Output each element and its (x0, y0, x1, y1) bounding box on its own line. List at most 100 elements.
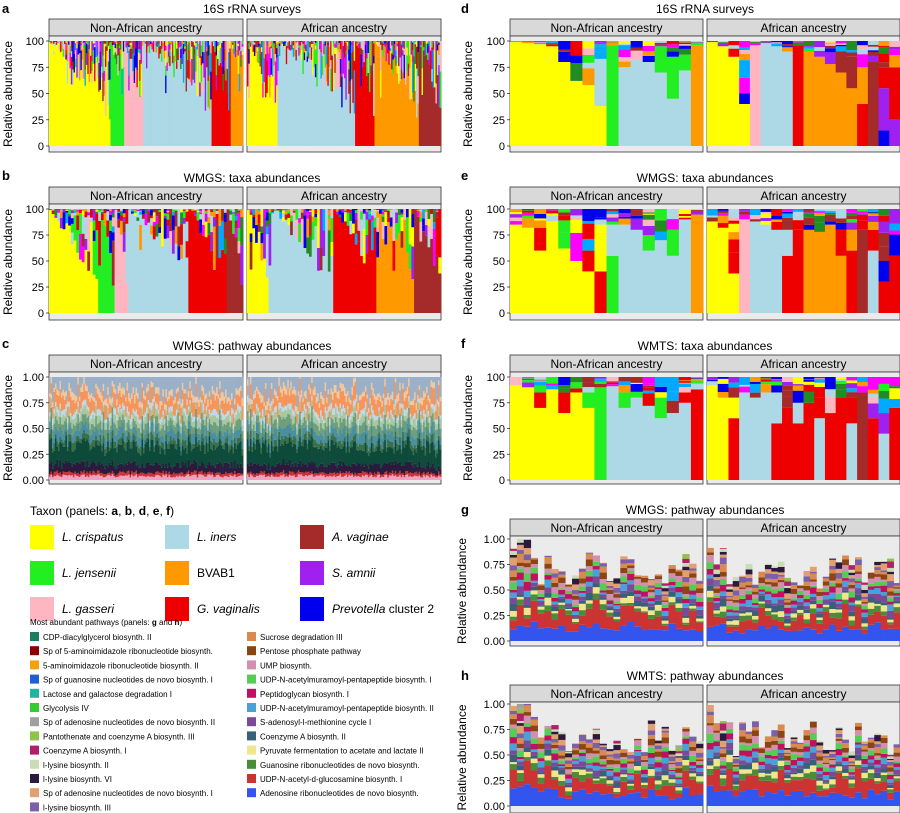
area-slice (287, 437, 290, 443)
bar-segment (70, 210, 74, 214)
area-slice (99, 420, 102, 429)
bar-segment (207, 55, 210, 62)
area-slice (95, 400, 98, 406)
area-slice (57, 416, 60, 424)
area-slice (406, 470, 409, 475)
bar-segment (349, 41, 352, 81)
area-slice (96, 474, 99, 480)
bar-segment (425, 55, 428, 146)
bar-segment (193, 41, 196, 46)
bar-segment (431, 69, 434, 82)
bar-segment (191, 209, 195, 211)
bar-segment (321, 56, 324, 75)
area-slice (275, 418, 278, 428)
area-slice (143, 420, 145, 430)
bar-segment (147, 44, 150, 47)
bar-segment (54, 42, 57, 47)
bar-segment (186, 77, 189, 146)
bar-segment (284, 48, 287, 147)
area-slice (116, 405, 118, 415)
bar-segment (263, 209, 267, 218)
area-slice (234, 432, 236, 438)
bar-segment (288, 42, 291, 50)
area-slice (168, 420, 171, 431)
bar-segment (384, 244, 388, 313)
area-slice (338, 475, 340, 480)
area-slice (74, 395, 77, 404)
area-slice (187, 428, 190, 437)
area-slice (190, 463, 193, 473)
area-slice (360, 450, 363, 467)
area-slice (241, 467, 244, 474)
area-slice (98, 415, 101, 424)
bar-segment (84, 238, 88, 250)
area-slice (288, 474, 291, 480)
area-slice (163, 475, 166, 480)
bar-segment (301, 49, 303, 60)
bar-segment (267, 75, 270, 146)
bar-segment (396, 41, 399, 42)
bar-segment (197, 83, 200, 146)
area-slice (204, 453, 206, 468)
area-slice (80, 438, 83, 444)
area-slice (376, 393, 379, 400)
bar-segment (236, 73, 238, 146)
area-slice (397, 393, 400, 402)
area-slice (302, 463, 305, 473)
area-slice (156, 415, 159, 424)
area-slice (211, 433, 214, 443)
area-slice (309, 394, 312, 407)
area-slice (282, 445, 285, 459)
bar-segment (258, 43, 260, 47)
area-slice (117, 385, 120, 394)
bar-segment (327, 210, 331, 216)
area-slice (240, 377, 242, 387)
area-slice (150, 472, 153, 477)
area-slice (96, 377, 99, 387)
bar-segment (234, 215, 238, 221)
area-slice (92, 414, 95, 425)
bar-segment (102, 41, 105, 56)
area-slice (354, 441, 357, 465)
area-slice (226, 428, 229, 437)
bar-segment (103, 43, 106, 60)
area-slice (222, 435, 224, 445)
bar-segment (73, 240, 77, 313)
bar-segment (396, 43, 399, 47)
bar-segment (193, 209, 197, 211)
area-slice (123, 431, 126, 442)
bar-segment (307, 58, 310, 146)
area-slice (415, 466, 418, 472)
area-slice (237, 472, 239, 477)
bar-segment (392, 59, 395, 74)
bar-segment (109, 270, 113, 313)
area-slice (105, 422, 108, 430)
area-slice (276, 428, 279, 436)
bar-segment (59, 43, 62, 53)
area-slice (54, 377, 57, 384)
area-slice (358, 473, 361, 477)
area-slice (323, 377, 325, 399)
area-slice (180, 403, 183, 408)
bar-segment (288, 49, 291, 146)
area-slice (199, 474, 202, 480)
bar-segment (276, 48, 278, 58)
bar-segment (330, 215, 334, 219)
area-slice (116, 420, 118, 428)
bar-segment (217, 46, 219, 59)
area-slice (151, 434, 154, 440)
area-slice (336, 397, 339, 407)
area-slice (324, 377, 327, 383)
area-slice (400, 449, 403, 454)
bar-segment (420, 46, 422, 146)
area-slice (375, 404, 378, 417)
bar-segment (247, 210, 251, 313)
bar-segment (349, 113, 352, 146)
area-slice (78, 422, 81, 431)
bar-segment (51, 42, 54, 46)
area-slice (123, 419, 126, 432)
area-slice (373, 463, 376, 473)
area-slice (153, 418, 156, 424)
bar-segment (306, 214, 310, 219)
bar-segment (303, 48, 306, 53)
